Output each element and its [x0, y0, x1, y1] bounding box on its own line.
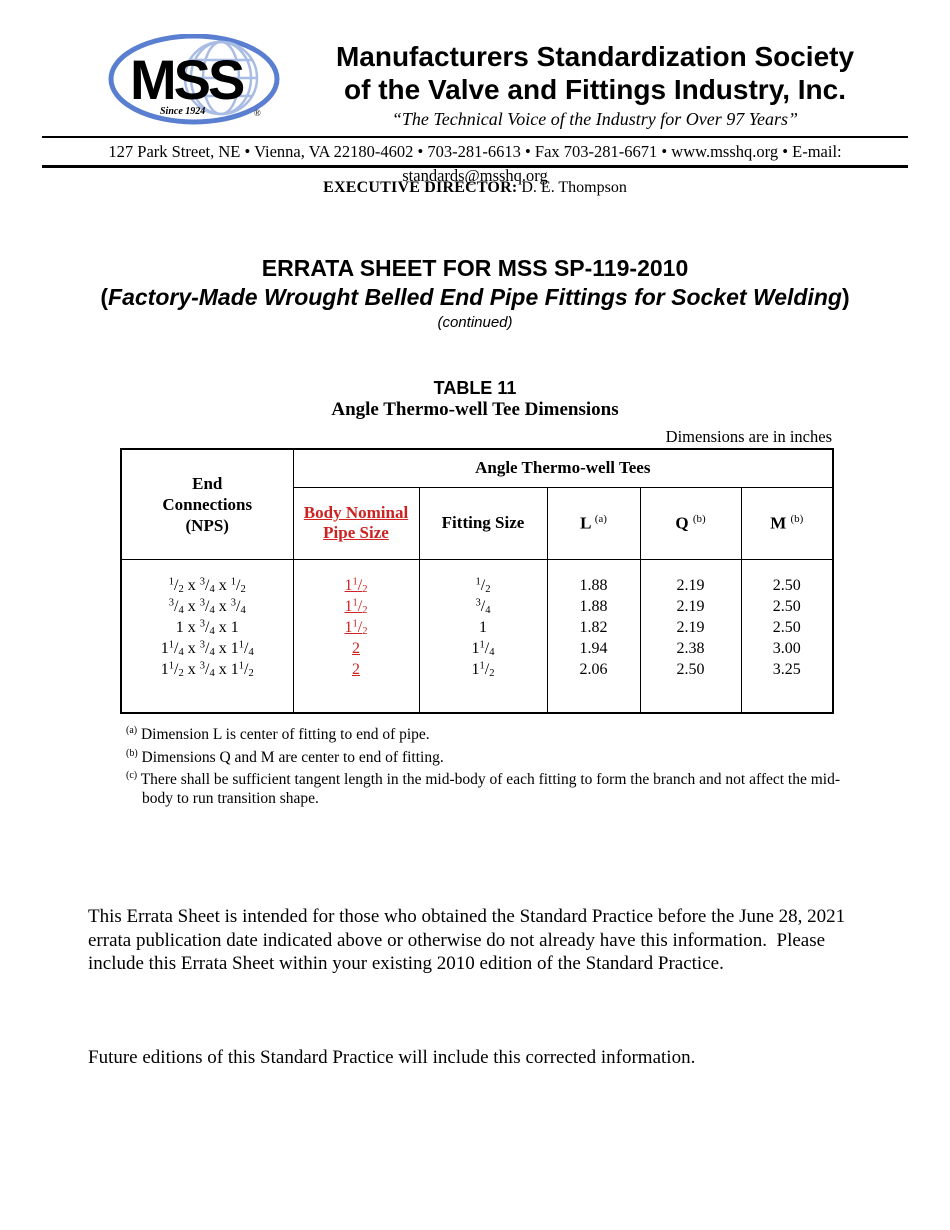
cell-body-nominal-pipe-size: 11/2: [292, 559, 419, 596]
footnote-marker: (b): [126, 747, 138, 759]
continued-note: (continued): [437, 314, 513, 331]
cell-fitting-size: 1: [418, 616, 547, 638]
footnote: (a) Dimension L is center of fitting to …: [126, 722, 866, 745]
cell-end-connections: 11/4 x 3/4 x 11/4: [160, 639, 254, 658]
header-end-connections-label: End Connections (NPS): [162, 473, 253, 535]
cell-dimension-l: 1.82: [546, 616, 640, 638]
paragraph-future-editions: Future editions of this Standard Practic…: [88, 1046, 696, 1068]
cell-body-nominal-pipe-size: 2: [292, 658, 419, 713]
footnote: (c) There shall be sufficient tangent le…: [126, 767, 866, 808]
header-m-footnote-ref: (b): [790, 512, 804, 525]
cell-dimension-q: 2.50: [639, 658, 741, 713]
cell-dimension-q: 2.38: [639, 637, 741, 659]
dimensions-table: End Connections (NPS) Angle Thermo-well …: [120, 448, 835, 714]
cell-dimension-q: 2.19: [639, 616, 741, 638]
header-dimension-m: M (b): [740, 487, 834, 560]
subtitle-standard-name: Factory-Made Wrought Belled End Pipe Fit…: [108, 284, 842, 310]
cell-fitting-size: 1/2: [418, 559, 547, 596]
cell-dimension-q: 2.19: [639, 595, 741, 617]
table-row: 3/4 x 3/4 x 3/4 11/2 3/4 1.88 2.19 2.50: [121, 595, 834, 617]
errata-title: ERRATA SHEET FOR MSS SP-119-2010: [261, 255, 689, 281]
header-m-label: M: [770, 513, 787, 533]
footnote-marker: (c): [126, 770, 138, 782]
paragraph-errata-intent: This Errata Sheet is intended for those …: [88, 906, 850, 974]
subtitle-open-paren: (: [100, 284, 109, 310]
header-body-nominal-pipe-size: Body Nominal Pipe Size: [292, 487, 419, 560]
header-l-label: L: [580, 513, 591, 533]
table-row: 1 x 3/4 x 1 11/2 1 1.82 2.19 2.50: [121, 616, 834, 638]
cell-dimension-l: 1.88: [546, 559, 640, 596]
dimensions-table-wrap: End Connections (NPS) Angle Thermo-well …: [120, 448, 835, 714]
org-name-line1: Manufacturers Standardization Society: [335, 41, 855, 72]
cell-dimension-q: 2.19: [639, 559, 741, 596]
cell-dimension-m: 3.00: [740, 637, 834, 659]
cell-end-connections: 1 x 3/4 x 1: [175, 618, 239, 637]
footnote-text: Dimension L is center of fitting to end …: [140, 726, 430, 744]
cell-body-nominal-pipe-size: 11/2: [292, 595, 419, 617]
cell-end-connections: 11/2 x 3/4 x 11/2: [160, 660, 254, 679]
table-number-caption: TABLE 11: [433, 378, 517, 398]
footnote-marker: (a): [126, 725, 138, 736]
registered-mark-icon: ®: [254, 108, 261, 118]
org-name-line2: of the Valve and Fittings Industry, Inc.: [344, 74, 846, 105]
table-title-caption: Angle Thermo-well Tee Dimensions: [331, 399, 619, 420]
header-end-connections: End Connections (NPS): [121, 449, 293, 560]
cell-dimension-m: 2.50: [740, 559, 834, 596]
units-note: Dimensions are in inches: [665, 427, 832, 446]
cell-dimension-m: 2.50: [740, 616, 834, 638]
cell-end-connections: 3/4 x 3/4 x 3/4: [168, 597, 246, 616]
cell-end-connections: 1/2 x 3/4 x 1/2: [168, 576, 246, 595]
header-fitting-size: Fitting Size: [418, 487, 547, 560]
footnote: (b) Dimensions Q and M are center to end…: [126, 745, 866, 768]
mss-logo-text: MSS: [130, 48, 244, 111]
footnote-text: Dimensions Q and M are center to end of …: [141, 748, 444, 766]
mss-logo-icon: MSS Since 1924 ®: [108, 33, 280, 125]
header-dimension-q: Q (b): [639, 487, 741, 560]
cell-dimension-m: 3.25: [740, 658, 834, 713]
header-rule-top: [42, 136, 908, 138]
letterhead-title-block: Manufacturers Standardization Society of…: [280, 40, 910, 130]
cell-fitting-size: 3/4: [418, 595, 547, 617]
header-q-footnote-ref: (b): [692, 512, 706, 525]
mss-logo-since: Since 1924: [160, 106, 205, 117]
header-l-footnote-ref: (a): [594, 512, 607, 525]
executive-director-name: D. E. Thompson: [517, 179, 627, 196]
footnote-text: There shall be sufficient tangent length…: [140, 771, 841, 807]
cell-dimension-l: 1.94: [546, 637, 640, 659]
table-row: 11/2 x 3/4 x 11/2 2 11/2 2.06 2.50 3.25: [121, 658, 834, 713]
header-body-nominal-label: Body Nominal Pipe Size: [303, 503, 409, 542]
header-dimension-l: L (a): [546, 487, 640, 560]
table-footnotes: (a) Dimension L is center of fitting to …: [126, 722, 866, 808]
cell-fitting-size: 11/4: [418, 637, 547, 659]
address-line: 127 Park Street, NE • Vienna, VA 22180-4…: [108, 142, 842, 185]
cell-body-nominal-pipe-size: 11/2: [292, 616, 419, 638]
header-group-angle-thermowell-tees: Angle Thermo-well Tees: [292, 449, 834, 488]
header-rule-bottom: [42, 165, 908, 168]
executive-director-line: EXECUTIVE DIRECTOR: D. E. Thompson: [0, 179, 950, 197]
body-copy: This Errata Sheet is intended for those …: [88, 858, 882, 1116]
header-q-label: Q: [675, 513, 689, 533]
subtitle-close-paren: ): [841, 284, 850, 310]
cell-dimension-l: 2.06: [546, 658, 640, 713]
table-row: 11/4 x 3/4 x 11/4 2 11/4 1.94 2.38 3.00: [121, 637, 834, 659]
cell-dimension-l: 1.88: [546, 595, 640, 617]
cell-body-nominal-pipe-size: 2: [292, 637, 419, 659]
errata-subtitle: (Factory-Made Wrought Belled End Pipe Fi…: [0, 284, 950, 311]
cell-dimension-m: 2.50: [740, 595, 834, 617]
table-row: 1/2 x 3/4 x 1/2 11/2 1/2 1.88 2.19 2.50: [121, 559, 834, 596]
executive-director-label: EXECUTIVE DIRECTOR:: [323, 179, 518, 196]
org-tagline: “The Technical Voice of the Industry for…: [391, 109, 799, 129]
cell-fitting-size: 11/2: [418, 658, 547, 713]
mss-logo: MSS Since 1924 ®: [108, 33, 280, 126]
